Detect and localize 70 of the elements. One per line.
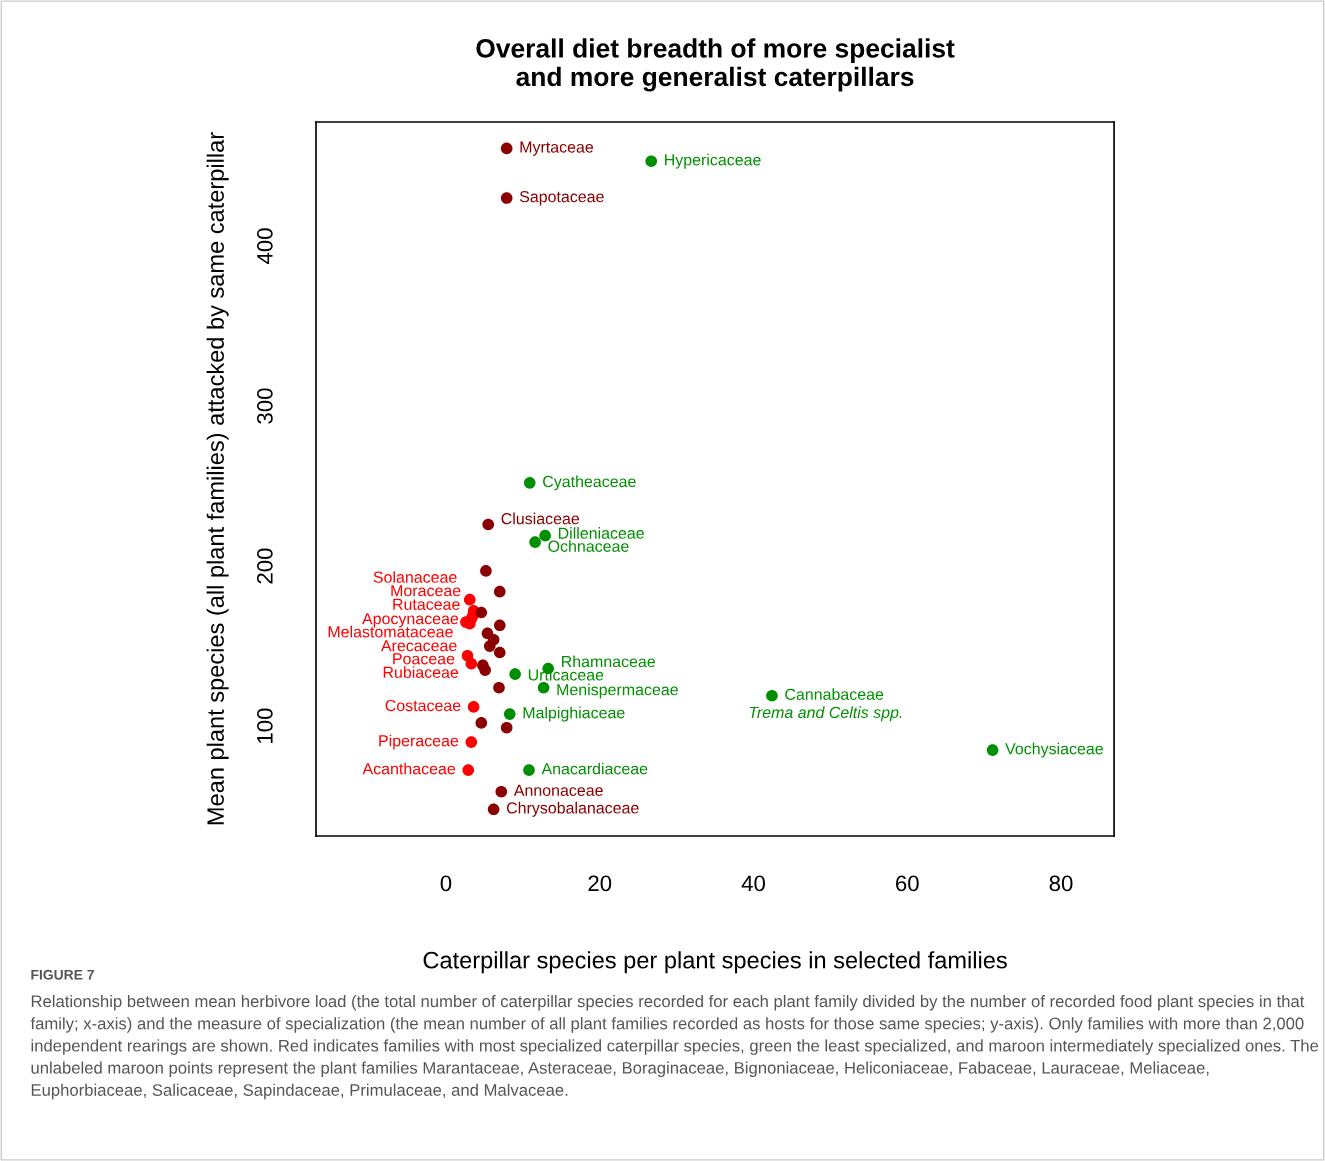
point <box>467 701 480 713</box>
data-label: Acanthaceae <box>362 762 456 775</box>
point <box>766 689 778 702</box>
point <box>500 721 513 734</box>
point <box>475 717 488 729</box>
y-tick-label: 100 <box>257 708 273 743</box>
point <box>465 613 478 625</box>
point <box>493 681 505 694</box>
point <box>465 736 478 748</box>
x-axis-title: Caterpillar species per plant species in selected families <box>423 951 1007 974</box>
data-label: Vochysiaceae <box>1005 742 1103 758</box>
data-label: Annonaceae <box>513 784 603 796</box>
point <box>523 764 535 776</box>
data-label: Hypericaceae <box>665 153 761 169</box>
y-axis-title: Mean plant species (all plant families) attacked by same caterpillar <box>206 132 229 825</box>
point <box>463 593 476 606</box>
x-tick-label: 40 <box>741 875 765 892</box>
data-label: Dilleniaceae <box>558 527 644 539</box>
point <box>493 585 506 598</box>
data-label: Myrtaceae <box>520 141 594 156</box>
caption: FIGURE 7 <box>31 969 94 980</box>
point <box>500 192 513 204</box>
y-tick-label: 300 <box>257 388 273 424</box>
data-label: Sapotaceae <box>519 191 604 206</box>
point <box>986 744 999 756</box>
annotation: Trema and Celtis spp. <box>749 706 902 722</box>
x-tick-label: 20 <box>588 875 612 892</box>
point <box>493 646 506 659</box>
point <box>493 619 506 632</box>
point <box>509 668 521 680</box>
point <box>539 529 551 542</box>
x-tick-label: 0 <box>440 875 452 892</box>
x-tick-label: 80 <box>1049 875 1073 892</box>
chart-title: Overall diet breadth of more specialist and more generalist caterpillars <box>476 38 955 92</box>
point <box>523 477 536 489</box>
point <box>480 565 492 577</box>
x-tick-label: 60 <box>896 875 919 892</box>
data-label: Menispermaceae <box>557 683 678 699</box>
data-label: Anacardiaceae <box>541 762 648 775</box>
point <box>465 657 478 670</box>
point <box>487 803 500 816</box>
data-label: Malpighiaceae <box>523 706 625 722</box>
point <box>500 142 513 155</box>
data-label: Chrysobalanaceae <box>506 801 639 817</box>
point <box>495 785 508 798</box>
point <box>483 640 496 652</box>
data-label: Cyatheaceae <box>543 475 636 491</box>
data-label: Rubiaceae <box>383 666 459 678</box>
point <box>645 155 658 168</box>
data-label: Solanaceae <box>373 571 457 583</box>
point <box>479 664 491 676</box>
data-label: Rhamnaceae <box>562 655 655 668</box>
data-label: Poaceae <box>393 653 455 665</box>
data-label: Clusiaceae <box>501 512 580 525</box>
point <box>462 764 475 776</box>
y-tick-label: 400 <box>257 228 273 265</box>
point <box>503 708 516 720</box>
data-label: Piperaceae <box>379 734 459 750</box>
point <box>482 518 495 531</box>
data-label: Rutaceae <box>393 598 460 610</box>
data-label: Costaceae <box>385 699 461 712</box>
data-label: Arecaceae <box>380 640 457 652</box>
data-label: Cannabaceae <box>785 688 884 700</box>
text: Relationship between mean herbivore load (the total number of caterpillar species recorded for each plant family divided by the number of recorded food plant species in that family; x-axis) and the measure of specialization (the mean number of all plant families recorded as hosts for those same species; y-axis). Only families with more than 2,000 independent rearings are shown. Red indicates families with most specialized caterpillar species, green the least specialized, and maroon intermediately specialized ones. The unlabeled maroon points represent the plant families Marantaceae, Asteraceae, Boraginaceae, Bignoniaceae, Heliconiaceae, Fabaceae, Lauraceae, Meliaceae, Euphorbiaceae, Salicaceae, Sapindaceae, Primulaceae, and Malvaceae. <box>30 994 1319 1100</box>
data-label: Ochnaceae <box>548 540 629 552</box>
point <box>475 606 488 619</box>
data-label: Moraceae <box>391 585 461 597</box>
point <box>529 536 541 548</box>
y-tick-label: 200 <box>257 548 273 584</box>
point <box>537 681 550 694</box>
